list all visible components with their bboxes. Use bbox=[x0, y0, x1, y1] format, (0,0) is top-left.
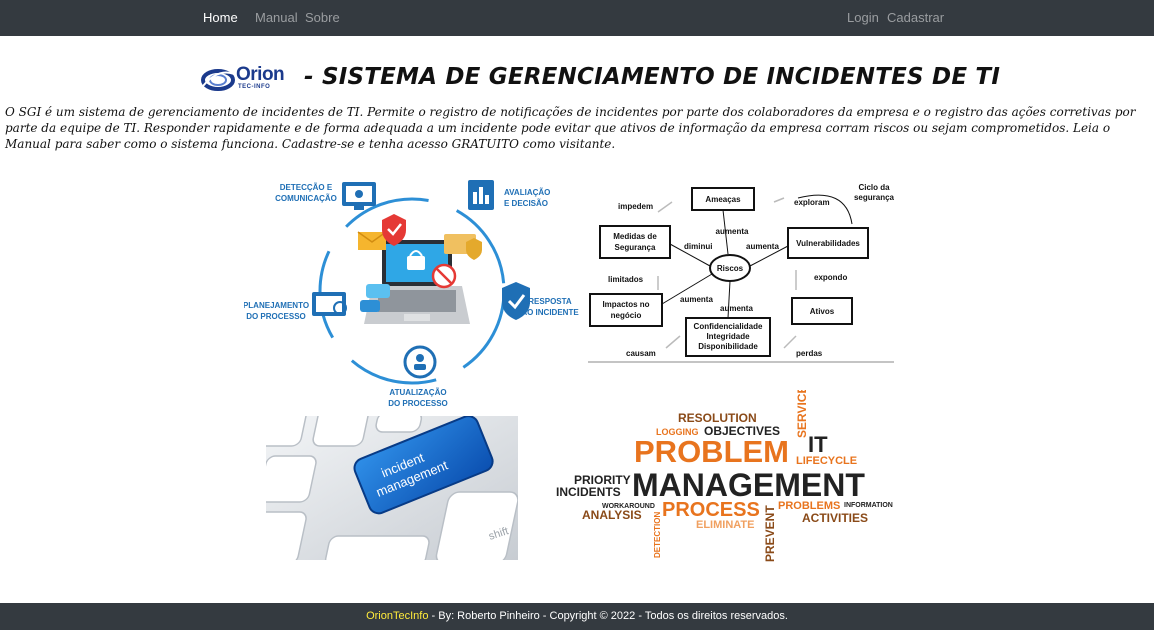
word-detection: DETECTION bbox=[653, 512, 662, 558]
label-cid-2: Integridade bbox=[706, 332, 750, 341]
label-ameacas: Ameaças bbox=[705, 195, 741, 204]
label-causam: causam bbox=[626, 349, 656, 358]
update-user-icon bbox=[403, 345, 437, 379]
top-navbar: Home Manual Sobre Login Cadastrar bbox=[0, 0, 1154, 36]
box-impactos bbox=[589, 293, 663, 327]
label-exploram: exploram bbox=[794, 198, 830, 207]
word-cloud: RESOLUTION LOGGING OBJECTIVES SERVICE PR… bbox=[552, 386, 898, 566]
label-vulnerabilidades: Vulnerabilidades bbox=[796, 239, 860, 248]
planning-monitor-icon bbox=[312, 292, 347, 316]
shield-icon bbox=[502, 282, 530, 320]
intro-paragraph: O SGI é um sistema de gerenciamento de i… bbox=[5, 105, 1136, 151]
title-row: Orion TEC-INFO - SISTEMA DE GERENCIAMENT… bbox=[0, 62, 1154, 96]
blocked-bug-icon bbox=[431, 263, 457, 289]
label-aumenta-bottom: aumenta bbox=[720, 304, 753, 313]
label-ciclo-1: Ciclo da bbox=[858, 183, 890, 192]
word-it: IT bbox=[808, 432, 828, 457]
card-shield-icon bbox=[444, 234, 482, 260]
cycle-label-avaliacao-1: AVALIAÇÃO bbox=[504, 188, 550, 197]
diagram-arrows bbox=[661, 194, 853, 319]
cycle-label-atualizacao-1: ATUALIZAÇÃO bbox=[389, 388, 446, 397]
word-process: PROCESS bbox=[662, 499, 760, 521]
footer-brand-link[interactable]: OrionTecInfo bbox=[366, 610, 429, 622]
word-lifecycle: LIFECYCLE bbox=[796, 455, 857, 467]
word-management: MANAGEMENT bbox=[632, 467, 865, 503]
label-aumenta-right: aumenta bbox=[746, 242, 779, 251]
keyboard-photo: incident management shift bbox=[266, 416, 518, 560]
page-footer: OrionTecInfo - By: Roberto Pinheiro - Co… bbox=[0, 603, 1154, 630]
word-analysis: ANALYSIS bbox=[582, 508, 642, 522]
word-priority: PRIORITY bbox=[574, 473, 631, 487]
label-medidas-1: Medidas de bbox=[613, 232, 657, 241]
page-title: - SISTEMA DE GERENCIAMENTO DE INCIDENTES… bbox=[304, 64, 1001, 90]
box-cid bbox=[685, 317, 771, 357]
nav-sobre-link[interactable]: Sobre bbox=[305, 10, 340, 25]
word-information: INFORMATION bbox=[844, 502, 893, 509]
label-perdas: perdas bbox=[796, 349, 823, 358]
label-cid-3: Disponibilidade bbox=[698, 342, 758, 351]
cycle-label-deteccao-2: COMUNICAÇÃO bbox=[275, 194, 337, 203]
label-diminui: diminui bbox=[684, 242, 712, 251]
label-impedem: impedem bbox=[618, 202, 653, 211]
label-expondo: expondo bbox=[814, 273, 847, 282]
label-riscos: Riscos bbox=[717, 264, 744, 273]
nav-manual-link[interactable]: Manual bbox=[255, 10, 298, 25]
word-logging: LOGGING bbox=[656, 427, 699, 437]
security-cycle-diagram: Ameaças Vulnerabilidades Medidas de Segu… bbox=[588, 180, 895, 364]
word-resolution: RESOLUTION bbox=[678, 411, 757, 425]
email-icon bbox=[357, 231, 387, 250]
nav-cadastrar-link[interactable]: Cadastrar bbox=[887, 10, 945, 25]
word-problems: PROBLEMS bbox=[778, 500, 840, 512]
label-cid-1: Confidencialidade bbox=[694, 322, 763, 331]
cycle-label-resposta-2: AO INCIDENTE bbox=[521, 308, 579, 317]
keyboard-keys bbox=[266, 416, 518, 560]
incident-cycle-infographic: DETECÇÃO E COMUNICAÇÃO AVALIAÇÃO E DECIS… bbox=[243, 176, 584, 412]
word-problem: PROBLEM bbox=[634, 434, 789, 469]
label-impactos-2: negócio bbox=[611, 311, 642, 320]
cycle-label-resposta-1: RESPOSTA bbox=[528, 297, 572, 306]
hollow-arrows bbox=[657, 197, 797, 349]
word-eliminate: ELIMINATE bbox=[696, 519, 754, 531]
label-limitados: limitados bbox=[608, 275, 644, 284]
label-medidas-2: Segurança bbox=[615, 243, 656, 252]
label-ciclo-2: segurança bbox=[854, 193, 894, 202]
box-vulnerabilidades bbox=[787, 227, 869, 259]
label-ativos: Ativos bbox=[810, 307, 835, 316]
cycle-label-planejamento-1: PLANEJAMENTO bbox=[244, 301, 309, 310]
word-objectives: OBJECTIVES bbox=[704, 424, 780, 438]
incident-management-key: incident management bbox=[353, 416, 494, 515]
chart-user-icon bbox=[468, 180, 494, 210]
word-activities: ACTIVITIES bbox=[802, 511, 868, 525]
orion-logo: Orion TEC-INFO bbox=[200, 64, 292, 94]
nav-home-link[interactable]: Home bbox=[203, 10, 238, 25]
word-prevent: PREVENT bbox=[763, 505, 777, 562]
box-ativos bbox=[791, 297, 853, 325]
label-aumenta-left: aumenta bbox=[680, 295, 713, 304]
word-workaround: WORKAROUND bbox=[602, 503, 655, 510]
cycle-label-deteccao-1: DETECÇÃO E bbox=[280, 183, 333, 192]
box-medidas bbox=[599, 225, 671, 259]
cycle-label-avaliacao-2: E DECISÃO bbox=[504, 199, 548, 208]
word-incidents: INCIDENTS bbox=[556, 485, 621, 499]
orion-swoosh-icon bbox=[201, 69, 235, 91]
monitor-icon bbox=[342, 182, 376, 210]
label-impactos-1: Impactos no bbox=[602, 300, 649, 309]
chat-bubbles-icon bbox=[360, 284, 390, 312]
logo-subtitle: TEC-INFO bbox=[238, 84, 271, 90]
security-shield-icon bbox=[382, 214, 406, 246]
label-aumenta-top: aumenta bbox=[716, 227, 749, 236]
cycle-label-planejamento-2: DO PROCESSO bbox=[246, 312, 306, 321]
word-service: SERVICE bbox=[795, 390, 809, 438]
shift-key-label: shift bbox=[487, 525, 510, 543]
cycle-label-atualizacao-2: DO PROCESSO bbox=[388, 399, 448, 408]
footer-copyright-text: - By: Roberto Pinheiro - Copyright © 202… bbox=[428, 610, 788, 622]
nav-login-link[interactable]: Login bbox=[847, 10, 879, 25]
logo-name: Orion bbox=[236, 64, 285, 85]
